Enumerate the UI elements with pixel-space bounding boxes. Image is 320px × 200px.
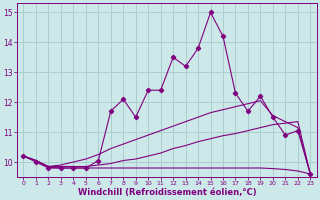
- X-axis label: Windchill (Refroidissement éolien,°C): Windchill (Refroidissement éolien,°C): [77, 188, 256, 197]
